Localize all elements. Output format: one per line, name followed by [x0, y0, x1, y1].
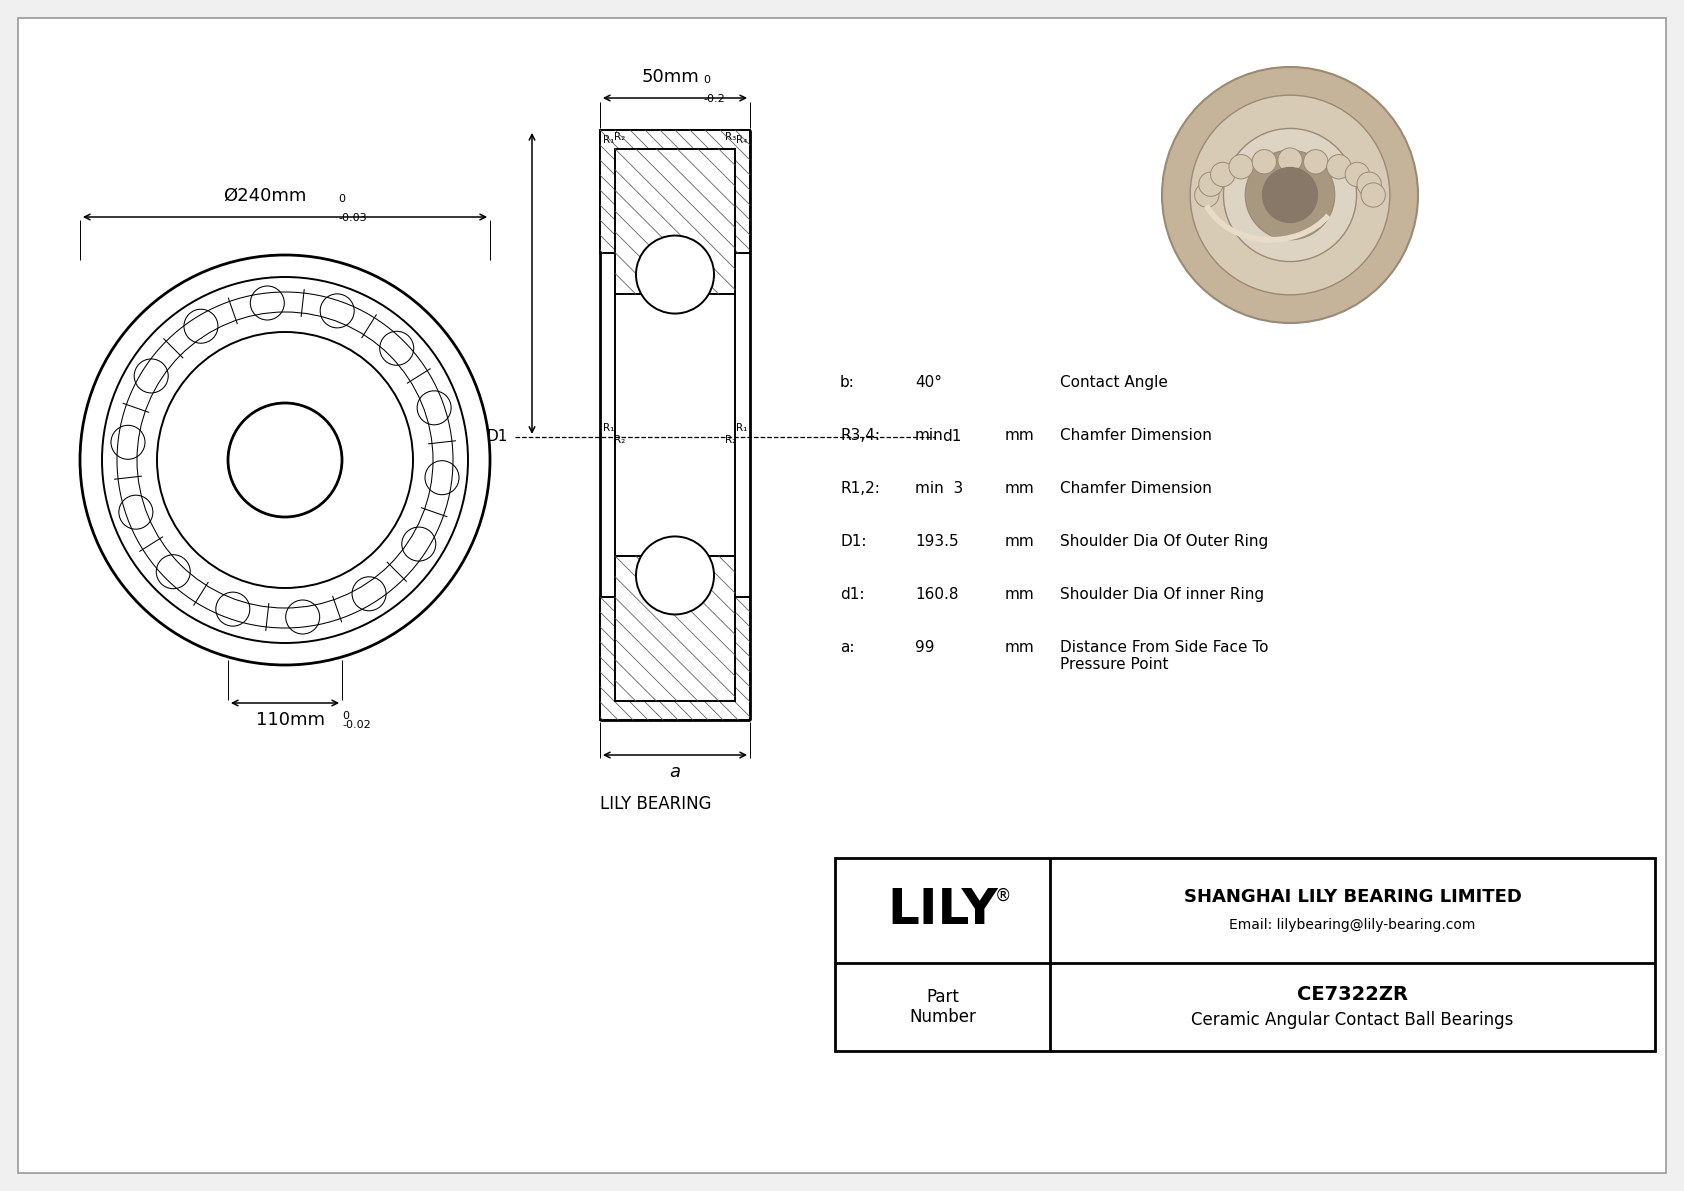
- Text: Ø240mm: Ø240mm: [224, 187, 306, 205]
- Text: 110mm: 110mm: [256, 711, 325, 729]
- Text: D1: D1: [487, 429, 509, 444]
- Text: LILY BEARING: LILY BEARING: [600, 796, 712, 813]
- Text: 0: 0: [342, 711, 349, 721]
- Circle shape: [1357, 172, 1381, 197]
- Text: mm: mm: [1005, 534, 1034, 549]
- Text: Contact Angle: Contact Angle: [1059, 375, 1169, 389]
- Circle shape: [1261, 167, 1319, 223]
- Circle shape: [1191, 95, 1389, 295]
- Text: R3,4:: R3,4:: [840, 428, 881, 443]
- Text: Chamfer Dimension: Chamfer Dimension: [1059, 428, 1212, 443]
- Text: Distance From Side Face To
Pressure Point: Distance From Side Face To Pressure Poin…: [1059, 640, 1268, 673]
- Text: Part
Number: Part Number: [909, 987, 977, 1027]
- Text: min  3: min 3: [914, 481, 963, 495]
- FancyBboxPatch shape: [19, 18, 1665, 1173]
- Text: R₄: R₄: [736, 135, 748, 145]
- Text: mm: mm: [1005, 640, 1034, 655]
- Text: b:: b:: [840, 375, 855, 389]
- Text: mm: mm: [1005, 428, 1034, 443]
- Text: R₃: R₃: [724, 132, 736, 142]
- Text: R₂: R₂: [615, 132, 625, 142]
- Text: a:: a:: [840, 640, 854, 655]
- Bar: [835, 858, 1655, 1050]
- Circle shape: [1199, 172, 1223, 197]
- Circle shape: [1253, 150, 1276, 174]
- Text: LILY: LILY: [887, 886, 999, 935]
- Polygon shape: [600, 130, 749, 254]
- Text: b: b: [653, 572, 662, 585]
- Text: min: min: [914, 428, 943, 443]
- Text: -0.03: -0.03: [338, 213, 367, 223]
- Text: 0: 0: [702, 75, 711, 85]
- Text: Ceramic Angular Contact Ball Bearings: Ceramic Angular Contact Ball Bearings: [1191, 1011, 1514, 1029]
- Text: -0.02: -0.02: [342, 721, 370, 730]
- Text: SHANGHAI LILY BEARING LIMITED: SHANGHAI LILY BEARING LIMITED: [1184, 887, 1521, 905]
- Text: R₂: R₂: [724, 435, 736, 445]
- Text: D1:: D1:: [840, 534, 867, 549]
- Circle shape: [1361, 183, 1386, 207]
- Text: R₁: R₁: [603, 423, 615, 434]
- Circle shape: [637, 536, 714, 615]
- Text: Shoulder Dia Of Outer Ring: Shoulder Dia Of Outer Ring: [1059, 534, 1268, 549]
- Circle shape: [1327, 155, 1351, 179]
- Text: d1: d1: [941, 429, 962, 444]
- Text: mm: mm: [1005, 587, 1034, 601]
- Text: 99: 99: [914, 640, 935, 655]
- Text: d1:: d1:: [840, 587, 864, 601]
- Text: 193.5: 193.5: [914, 534, 958, 549]
- Text: 160.8: 160.8: [914, 587, 958, 601]
- Text: Chamfer Dimension: Chamfer Dimension: [1059, 481, 1212, 495]
- Polygon shape: [615, 556, 734, 701]
- Polygon shape: [600, 597, 749, 721]
- Polygon shape: [615, 149, 734, 294]
- Circle shape: [1224, 129, 1357, 262]
- Circle shape: [1211, 162, 1234, 187]
- Text: -0.2: -0.2: [702, 94, 724, 104]
- Text: R₁: R₁: [736, 423, 748, 434]
- Text: Email: lilybearing@lily-bearing.com: Email: lilybearing@lily-bearing.com: [1229, 918, 1475, 933]
- Text: 40°: 40°: [914, 375, 941, 389]
- Text: R₁: R₁: [603, 135, 615, 145]
- Text: R1,2:: R1,2:: [840, 481, 879, 495]
- Text: ®: ®: [995, 886, 1010, 904]
- Text: CE7322ZR: CE7322ZR: [1297, 985, 1408, 1004]
- Text: mm: mm: [1005, 481, 1034, 495]
- Circle shape: [1278, 148, 1302, 173]
- Circle shape: [1303, 150, 1329, 174]
- Circle shape: [1244, 150, 1335, 239]
- Circle shape: [1194, 183, 1219, 207]
- Circle shape: [1162, 67, 1418, 323]
- Circle shape: [1346, 162, 1369, 187]
- Text: a: a: [670, 763, 680, 781]
- Circle shape: [1229, 155, 1253, 179]
- Text: 0: 0: [338, 194, 345, 204]
- Text: Shoulder Dia Of inner Ring: Shoulder Dia Of inner Ring: [1059, 587, 1265, 601]
- Circle shape: [637, 236, 714, 313]
- Text: R₂: R₂: [615, 435, 625, 445]
- Text: 50mm: 50mm: [642, 68, 699, 86]
